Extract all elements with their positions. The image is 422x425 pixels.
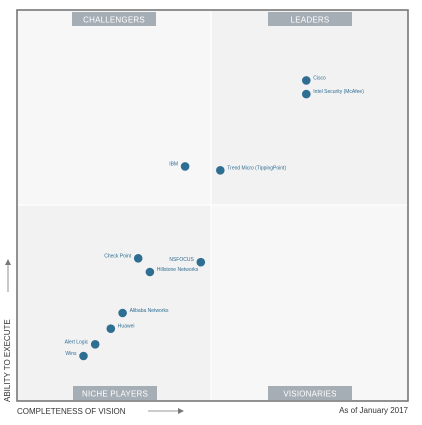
visionaries-label-bg [268, 386, 352, 400]
challengers-label-bg [72, 12, 156, 26]
y-axis-label: ABILITY TO EXECUTE [3, 319, 12, 402]
vendor-point [90, 340, 100, 349]
vendor-point [180, 162, 190, 171]
niche-players-label: NICHE PLAYERS [82, 390, 148, 399]
niche-players-label-bg [73, 386, 157, 400]
quadrant-challengers-bg [17, 10, 211, 205]
data-points: Cisco Intel Security (McAfee) IBM Trend Mic… [65, 75, 364, 361]
challengers-label: CHALLENGERS [83, 16, 145, 25]
vendor-point-label: Cisco [313, 75, 326, 81]
vendor-point [106, 324, 116, 334]
leaders-label-bg [268, 12, 352, 26]
vendor-point [302, 76, 311, 85]
vendor-point [196, 257, 206, 267]
vendor-point-label: Wins [65, 351, 77, 357]
vendor-point [216, 166, 225, 175]
x-axis-arrowhead [178, 408, 184, 414]
vendor-point [145, 267, 155, 277]
vendor-point-label: Trend Micro (TippingPoint) [227, 165, 286, 171]
vendor-point-label: NSFOCUS [169, 257, 194, 263]
vendor-point-label: Check Point [104, 253, 132, 259]
vendor-point-label: Hillstone Networks [157, 267, 199, 273]
vendor-point-label: Alert Logic [65, 339, 89, 345]
vendor-point-label: IBM [169, 161, 178, 167]
vendor-point [118, 308, 127, 318]
leaders-label: LEADERS [291, 16, 330, 25]
vendor-point [302, 89, 311, 99]
vendor-point-label: Huawei [118, 324, 135, 330]
vendor-point-label: Alibaba Networks [130, 308, 169, 314]
vendor-point [79, 351, 88, 361]
y-axis-arrowhead [5, 259, 11, 265]
vendor-point-label: Intel Security (McAfee) [313, 89, 364, 95]
as-of-note: As of January 2017 [339, 406, 408, 415]
quadrant-leaders-bg [211, 10, 408, 205]
x-axis-label: COMPLETENESS OF VISION [17, 407, 126, 416]
quadrant-visionaries-bg [211, 205, 408, 401]
visionaries-label: VISIONARIES [283, 390, 336, 399]
vendor-point [133, 253, 143, 263]
chart-frame [16, 9, 409, 402]
quadrant-niche-bg [17, 205, 211, 401]
